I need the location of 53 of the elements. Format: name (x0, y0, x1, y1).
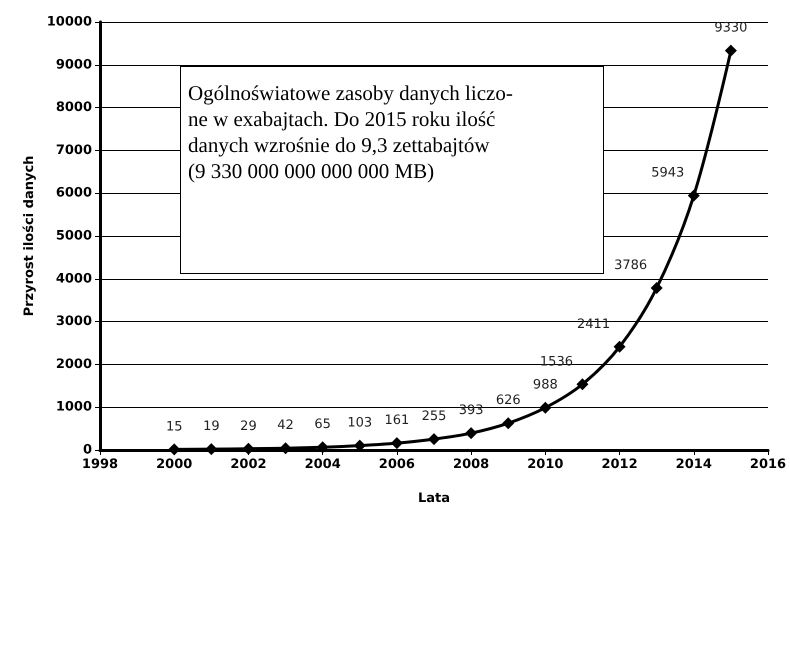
y-tick-label: 9000 (56, 57, 92, 72)
x-tick-label: 2010 (527, 457, 564, 472)
x-tick-label: 2008 (453, 457, 490, 472)
point (242, 442, 254, 455)
data-label: 255 (422, 409, 446, 424)
y-tick-label: 5000 (56, 228, 92, 244)
data-label: 161 (384, 413, 410, 428)
point (280, 442, 292, 454)
x-tick-label: 2004 (304, 457, 341, 472)
x-tick-label: 2012 (601, 457, 638, 472)
point (502, 417, 514, 430)
data-label: 9330 (714, 20, 748, 36)
y-tick-label: 7000 (56, 142, 92, 158)
y-tick-label: 8000 (56, 100, 92, 116)
point (688, 190, 700, 202)
point (205, 443, 218, 456)
data-label: 988 (532, 378, 558, 393)
point (724, 44, 737, 57)
x-tick-label: 2002 (230, 457, 267, 472)
data-label: 42 (277, 418, 294, 434)
y-tick-label: 1000 (56, 400, 92, 415)
y-tick-label: 4000 (56, 271, 92, 286)
data-label: 29 (240, 418, 257, 434)
point (428, 433, 440, 446)
y-tick-label: 6000 (56, 186, 92, 201)
y-tick-label: 0 (82, 442, 92, 458)
data-label: 3786 (614, 258, 648, 273)
point (465, 427, 478, 440)
annotation: Ogólnoświatowe zasoby danych liczo- ne w exabajtach. Do 2015 roku ilość danych wzrośnie do 9,3 zettabajtów (9 330 000 000 000 000 MB) (188, 80, 513, 184)
data-label: 19 (203, 419, 220, 434)
point (614, 340, 626, 353)
point (390, 437, 403, 450)
data-label: 65 (314, 417, 331, 432)
x-tick-label: 2016 (750, 457, 786, 472)
y-tick-label: 3000 (56, 314, 92, 330)
y-axis-title: Przyrost ilości danych (22, 156, 37, 316)
point (650, 282, 663, 294)
y-tick-label: 2000 (56, 356, 92, 372)
data-label: 393 (458, 403, 484, 418)
point (576, 378, 588, 390)
data-label: 103 (347, 416, 372, 431)
point (539, 402, 552, 414)
x-tick-label: 2000 (156, 457, 192, 472)
x-tick-label: 2014 (676, 457, 712, 472)
x-tick-label: 2006 (378, 457, 415, 472)
point (316, 441, 329, 454)
data-label: 15 (166, 419, 182, 434)
y-tick-label: 10000 (46, 14, 92, 30)
data-label: 626 (496, 393, 521, 408)
x-tick-label: 1998 (82, 457, 118, 472)
point (168, 443, 180, 456)
x-axis-title: Lata (418, 491, 450, 506)
data-label: 5943 (651, 166, 684, 181)
